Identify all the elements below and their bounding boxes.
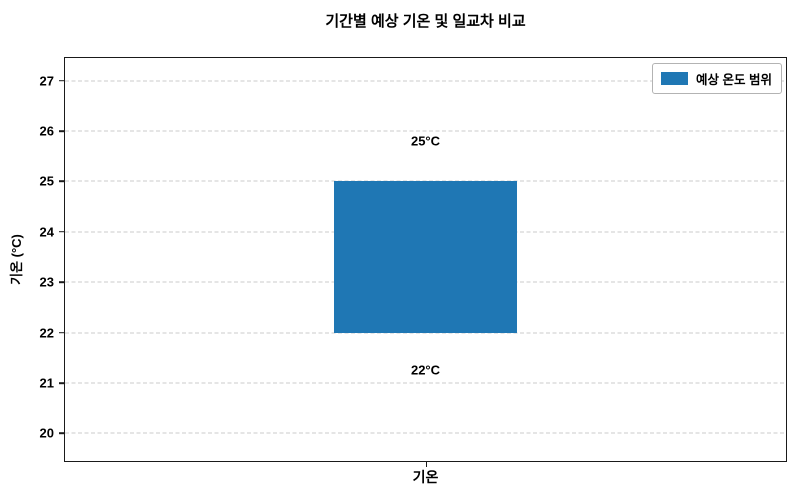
- y-tick-mark: [59, 382, 65, 384]
- legend-label: 예상 온도 범위: [696, 73, 772, 87]
- y-tick-mark: [59, 79, 65, 82]
- gridline: [65, 432, 786, 434]
- y-tick-label: 24: [39, 224, 54, 240]
- gridline: [65, 382, 786, 384]
- y-tick-label: 25: [39, 173, 54, 189]
- y-axis-label: 기온 (°C): [8, 234, 24, 285]
- y-axis-label-container: 기온 (°C): [0, 57, 30, 462]
- chart-title: 기간별 예상 기온 및 일교차 비교: [325, 13, 526, 30]
- y-tick-label: 21: [39, 375, 54, 391]
- x-tick-mark: [425, 461, 428, 467]
- temperature-range-bar: [333, 181, 517, 333]
- y-tick-mark: [59, 180, 65, 183]
- y-tick-mark: [59, 432, 65, 435]
- y-tick-label: 27: [39, 73, 54, 89]
- y-tick-mark: [59, 130, 65, 132]
- x-tick-label: 기온: [412, 469, 439, 485]
- gridline: [65, 332, 786, 334]
- y-tick-label: 26: [39, 123, 54, 139]
- y-tick-label: 22: [39, 325, 54, 341]
- y-tick-mark: [59, 230, 65, 233]
- value-annotation: 22°C: [410, 362, 441, 378]
- y-tick-mark: [59, 331, 65, 334]
- y-tick-mark: [59, 281, 65, 283]
- y-tick-label: 20: [39, 425, 54, 441]
- y-tick-label: 23: [39, 274, 54, 290]
- legend-swatch: [661, 72, 689, 85]
- gridline: [65, 80, 786, 82]
- legend: 예상 온도 범위: [652, 63, 782, 94]
- value-annotation: 25°C: [410, 133, 441, 149]
- plot-area: 예상 온도 범위 20 21 22 23 24 25 26 27 25°C 22°C: [40, 57, 787, 467]
- gridline: [65, 130, 786, 132]
